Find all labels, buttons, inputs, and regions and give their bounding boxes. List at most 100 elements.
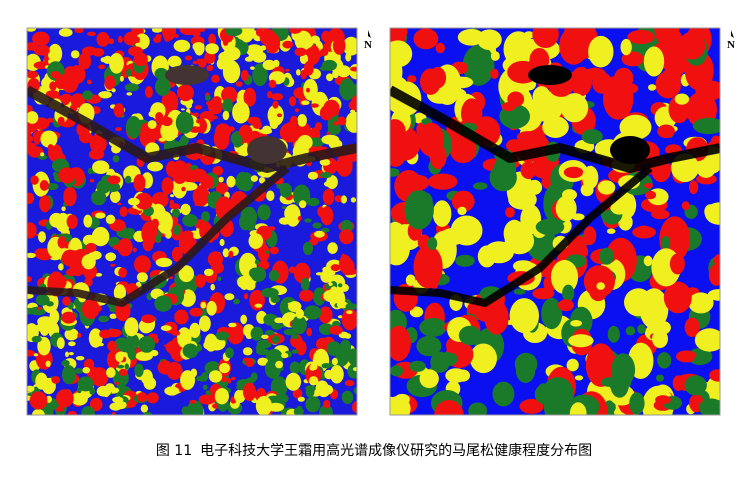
map-patch	[109, 313, 117, 319]
map-patch	[704, 202, 720, 225]
map-patch	[461, 98, 483, 129]
map-patch	[268, 270, 280, 282]
map-patch	[657, 352, 672, 369]
map-patch	[352, 367, 357, 372]
map-patch	[66, 214, 78, 229]
map-patch	[210, 283, 215, 291]
map-patch	[644, 182, 653, 189]
map-patch	[331, 357, 338, 366]
map-patch	[265, 250, 270, 254]
map-patch	[300, 277, 310, 291]
map-patch	[115, 351, 124, 362]
map-patch	[189, 322, 201, 338]
map-patch	[632, 226, 656, 239]
map-patch	[291, 315, 307, 335]
map-patch	[141, 314, 156, 324]
map-patch	[180, 203, 191, 216]
map-patch	[27, 121, 38, 133]
map-patch	[503, 219, 526, 247]
map-patch	[167, 55, 182, 68]
map-patch	[336, 65, 351, 78]
map-patch	[309, 364, 316, 371]
map-patch	[240, 279, 249, 291]
dark-area	[528, 65, 572, 85]
map-patch	[345, 303, 357, 310]
map-patch	[347, 348, 357, 366]
map-patch	[27, 142, 37, 151]
map-patch	[154, 235, 162, 243]
map-patch	[225, 28, 243, 36]
map-patch	[112, 396, 124, 403]
map-patch	[299, 200, 307, 209]
map-patch	[627, 29, 655, 45]
map-patch	[124, 83, 139, 92]
map-patch	[127, 197, 140, 206]
map-patch	[204, 333, 218, 352]
map-patch	[321, 363, 332, 369]
map-patch	[173, 225, 181, 236]
caption-label: 图 11	[155, 443, 193, 459]
north-label: N	[364, 39, 372, 51]
map-patch	[56, 389, 74, 408]
map-patch	[211, 74, 220, 84]
map-patch	[520, 161, 537, 180]
map-patch	[30, 175, 39, 185]
map-patch	[154, 295, 173, 312]
map-patch	[413, 28, 439, 50]
map-patch	[299, 289, 314, 302]
map-patch	[341, 308, 357, 331]
map-patch	[204, 51, 216, 64]
map-patch	[235, 171, 250, 191]
map-patch	[320, 270, 333, 283]
map-patch	[557, 299, 574, 312]
map-patch	[57, 275, 67, 288]
map-patch	[169, 203, 180, 210]
map-patch	[111, 412, 116, 415]
map-patch	[505, 207, 515, 218]
map-patch	[117, 202, 122, 206]
map-patch	[160, 325, 172, 331]
map-patch	[276, 113, 283, 118]
map-patch	[570, 66, 592, 97]
map-patch	[303, 61, 314, 76]
map-patch	[40, 152, 45, 157]
map-patch	[275, 360, 284, 369]
map-patch	[200, 175, 215, 189]
map-patch	[284, 68, 290, 72]
map-patch	[163, 344, 168, 347]
map-patch	[707, 289, 720, 301]
map-patch	[111, 88, 116, 93]
map-patch	[205, 94, 211, 101]
map-patch	[409, 360, 426, 372]
map-patch	[113, 103, 125, 118]
map-patch	[307, 171, 319, 180]
map-patch	[351, 95, 357, 106]
map-patch	[252, 120, 262, 129]
map-patch	[297, 396, 305, 402]
map-patch	[272, 100, 279, 109]
map-patch	[166, 361, 183, 380]
map-patch	[532, 28, 559, 48]
map-patch	[332, 121, 339, 126]
map-patch	[33, 134, 41, 145]
map-patch	[319, 404, 333, 415]
map-patch	[285, 204, 301, 227]
map-patch	[212, 166, 224, 176]
map-patch	[255, 28, 264, 37]
map-patch	[193, 233, 197, 239]
map-patch	[267, 91, 273, 99]
map-patch	[291, 349, 299, 354]
map-patch	[64, 328, 79, 341]
map-patch	[189, 307, 203, 317]
map-patch	[559, 28, 589, 65]
map-patch	[208, 33, 217, 46]
map-patch	[420, 68, 441, 95]
map-patch	[341, 390, 354, 404]
north-arrow: N	[727, 30, 735, 51]
map-patch	[222, 248, 230, 258]
map-patch	[98, 315, 110, 323]
map-patch	[695, 80, 720, 101]
map-patch	[134, 363, 144, 378]
map-patch	[257, 204, 271, 221]
